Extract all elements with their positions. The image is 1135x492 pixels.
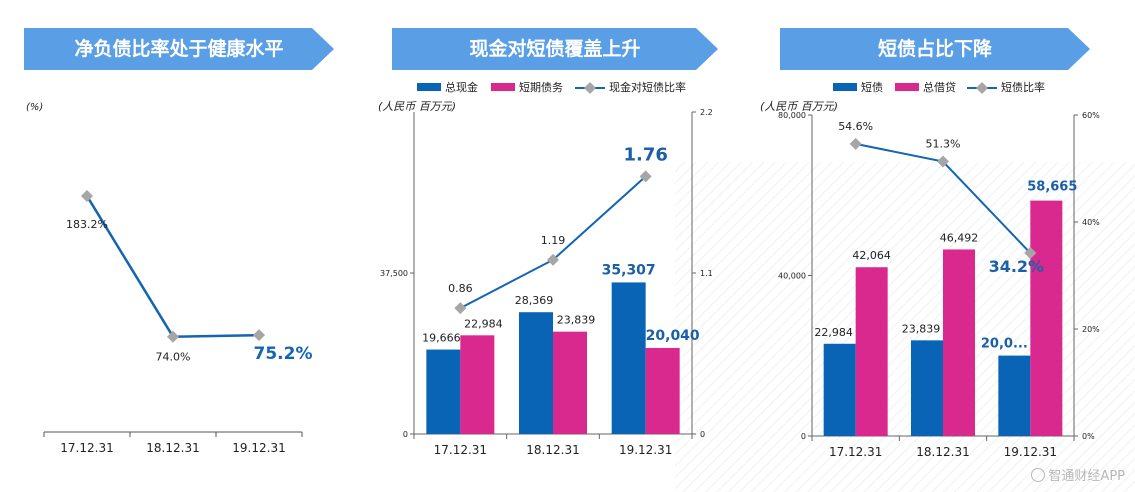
- c1-x-tick-label: 17.12.31: [60, 441, 113, 455]
- c3-ratio-point: [849, 137, 862, 150]
- c1-point: [81, 190, 93, 203]
- c3-bar-label: 46,492: [940, 231, 979, 244]
- c3-bar-series1: [911, 340, 943, 436]
- c3-x-tick-label: 18.12.31: [916, 445, 969, 459]
- c3-legend-label: 短债比率: [1001, 80, 1045, 94]
- c2-x-tick-label: 18.12.31: [526, 443, 579, 457]
- c1-point: [253, 329, 265, 342]
- c3-bar-label: 58,665: [1027, 180, 1077, 195]
- c3-legend-swatch: [833, 83, 857, 91]
- c2-ratio-label: 1.19: [541, 234, 566, 247]
- c2-ratio-label: 1.76: [623, 144, 667, 165]
- c2-legend-marker: [584, 82, 596, 94]
- watermark: 智通财经APP: [1031, 465, 1125, 484]
- c1-series-line: [85, 195, 260, 338]
- c3-bar-label: 22,984: [814, 326, 853, 339]
- c2-bar-label: 23,839: [557, 314, 596, 327]
- c2-bar-label: 19,666: [422, 332, 461, 345]
- c2-legend-swatch: [491, 83, 515, 91]
- c1-x-tick-label: 18.12.31: [146, 441, 199, 455]
- c2-bar-label: 22,984: [464, 317, 503, 330]
- c2-bar-series2: [553, 331, 587, 434]
- c2-bar-series1: [519, 312, 553, 434]
- c2-y-tick-label: 0: [403, 430, 408, 439]
- c3-ratio-label: 54.6%: [838, 120, 873, 133]
- c3-y2-tick-label: 40%: [1082, 218, 1100, 227]
- c3-ratio-label: 34.2%: [989, 257, 1045, 276]
- banner-short-debt: 短债占比下降: [780, 28, 1090, 70]
- c1-point: [167, 330, 179, 343]
- c3-x-tick-label: 17.12.31: [829, 445, 882, 459]
- c3-legend-label: 总借贷: [923, 80, 956, 94]
- c3-bar-series1: [998, 355, 1031, 436]
- c1-x-tick-label: 19.12.31: [232, 441, 285, 455]
- c2-bar-label: 35,307: [602, 262, 656, 278]
- c2-legend-label: 总现金: [445, 80, 478, 94]
- c2-ratio-point: [639, 170, 652, 183]
- watermark-icon: [1031, 468, 1046, 482]
- c2-bar-series2: [460, 335, 495, 434]
- c2-bar-label: 28,369: [515, 294, 554, 307]
- c2-bar-series1: [426, 349, 461, 434]
- c2-x-tick-label: 19.12.31: [619, 443, 672, 457]
- c2-y2-tick-label: 2.2: [700, 108, 713, 117]
- c3-bar-label: 42,064: [852, 249, 891, 262]
- c2-bar-series1: [611, 282, 646, 434]
- c3-y2-tick-label: 20%: [1082, 325, 1100, 334]
- watermark-text: 智通财经APP: [1048, 469, 1125, 484]
- c3-x-tick-label: 19.12.31: [1004, 445, 1057, 459]
- c3-bar-series2: [1030, 200, 1063, 436]
- c1-data-label: 183.2%: [66, 218, 108, 231]
- c2-legend-label: 短期债务: [519, 80, 563, 94]
- c3-bar-series2: [943, 249, 975, 436]
- c3-y-tick-label: 40,000: [778, 272, 806, 281]
- c2-ratio-label: 0.86: [448, 282, 473, 295]
- c3-legend-marker: [976, 82, 988, 94]
- c1-data-label: 74.0%: [156, 351, 191, 364]
- c3-bar-label: 23,839: [902, 322, 941, 335]
- c3-legend-label: 短债: [861, 80, 883, 94]
- c3-bar-series1: [823, 343, 856, 436]
- c3-y-tick-label: 0: [801, 432, 806, 441]
- c2-x-tick-label: 17.12.31: [434, 443, 487, 457]
- c2-ratio-point: [454, 302, 467, 315]
- c3-bar-label: 20,0...: [981, 337, 1028, 352]
- c3-ratio-label: 51.3%: [926, 138, 961, 151]
- c3-ratio-point: [937, 155, 949, 168]
- c2-y2-tick-label: 0: [700, 430, 705, 439]
- c2-y2-tick-label: 1.1: [700, 269, 713, 278]
- c2-legend-swatch: [417, 83, 441, 91]
- c3-y2-tick-label: 60%: [1082, 111, 1100, 120]
- c1-data-label: 75.2%: [254, 344, 313, 364]
- c3-ratio-point: [1024, 247, 1037, 260]
- c3-y2-tick-label: 0%: [1082, 432, 1095, 441]
- c2-legend-label: 现金对短债比率: [609, 80, 686, 94]
- c2-bar-label: 20,040: [646, 328, 700, 344]
- c2-y-tick-label: 37,500: [380, 269, 408, 278]
- c3-y-axis-label: (人民币 百万元): [760, 100, 838, 113]
- banner-net-debt: 净负债比率处于健康水平: [24, 28, 334, 70]
- c2-bar-series2: [645, 347, 680, 434]
- c3-bar-series2: [855, 267, 888, 436]
- c1-y-axis-label: (%): [26, 102, 43, 113]
- c3-y-tick-label: 80,000: [778, 111, 806, 120]
- banner-cash-coverage: 现金对短债覆盖上升: [392, 28, 718, 70]
- c2-y-axis-label: (人民币 百万元): [378, 100, 456, 113]
- c3-legend-swatch: [895, 83, 919, 91]
- c2-ratio-point: [547, 253, 559, 266]
